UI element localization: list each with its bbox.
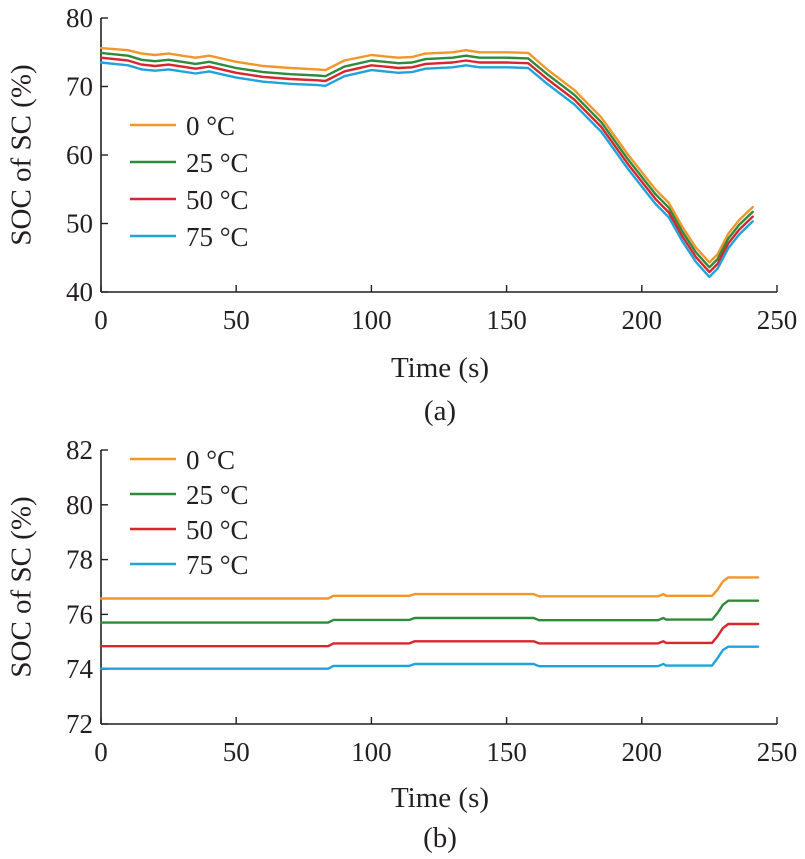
x-tick-label: 250 [757,737,798,767]
y-tick-label: 80 [66,490,93,520]
legend-label: 75 °C [186,550,249,580]
y-tick-label: 72 [66,709,93,739]
x-tick-label: 250 [757,305,798,335]
x-tick-label: 200 [622,737,663,767]
x-tick-label: 150 [486,305,527,335]
legend-label: 75 °C [186,222,249,252]
legend-label: 50 °C [186,185,249,215]
y-tick-label: 74 [66,654,94,684]
x-tick-label: 100 [351,737,392,767]
x-tick-label: 50 [223,305,250,335]
legend-label: 25 °C [186,148,249,178]
series-line-0Cc [99,46,754,264]
x-tick-label: 50 [223,737,250,767]
y-tick-label: 60 [66,140,93,170]
series-line-25Cc [99,51,754,269]
panel-caption: (b) [423,822,457,854]
x-tick-label: 0 [94,305,108,335]
chart-panel-b: 72 74 76 78 80 82 0 50 100 150 200 250 Time (s) SOC o… [6,435,798,854]
legend-label: 50 °C [186,515,249,545]
x-tick-label: 0 [94,737,108,767]
x-axis-title: Time (s) [391,782,489,814]
y-axis-title: SOC of SC (%) [6,64,38,245]
y-axis-title: SOC of SC (%) [6,496,38,677]
series-line-25Cc [99,599,760,624]
series-line-0Cc [99,576,760,600]
x-tick-label: 150 [486,737,527,767]
legend-label: 25 °C [186,480,249,510]
series-line-50Cc [99,56,754,274]
panel-caption: (a) [424,395,456,427]
y-tick-label: 50 [66,209,93,239]
legend-label: 0 °C [186,111,235,141]
y-tick-label: 78 [66,545,93,575]
series-line-75Cc [99,61,754,279]
x-axis-title: Time (s) [391,352,489,384]
series-line-50Cc [99,622,760,648]
series-line-75Cc [99,645,760,670]
x-tick-label: 100 [351,305,392,335]
x-tick-label: 200 [622,305,663,335]
chart-panel-a: 40 50 60 70 80 0 50 100 150 200 250 Time (s) SOC of … [6,3,798,427]
y-tick-label: 82 [66,435,93,465]
y-tick-label: 76 [66,599,93,629]
legend-label: 0 °C [186,445,235,475]
y-tick-label: 40 [66,277,93,307]
y-tick-label: 80 [66,3,93,33]
y-tick-label: 70 [66,72,93,102]
